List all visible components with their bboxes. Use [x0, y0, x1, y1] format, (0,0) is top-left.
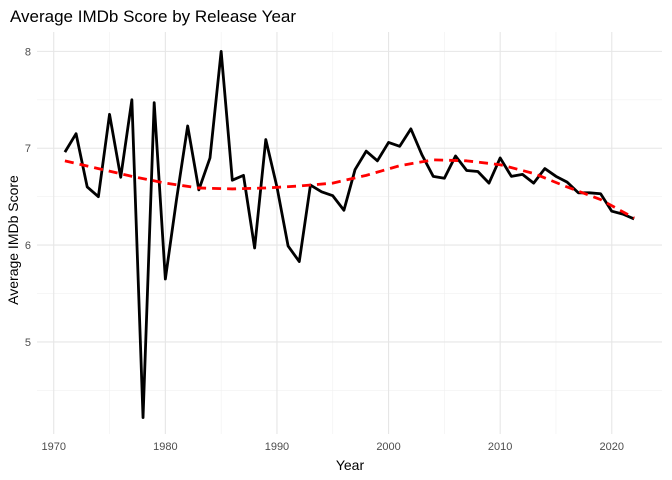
y-tick-label: 8 — [25, 46, 31, 58]
grid — [37, 32, 662, 434]
score-line-series — [63, 49, 635, 419]
y-axis-ticks: 5 6 7 8 — [25, 46, 31, 349]
x-axis-title: Year — [336, 457, 365, 473]
series-layer — [63, 49, 635, 419]
x-axis-ticks: 1970 1980 1990 2000 2010 2020 — [41, 441, 624, 453]
x-tick-label: 2000 — [376, 441, 400, 453]
chart-title: Average IMDb Score by Release Year — [10, 7, 296, 26]
y-tick-label: 7 — [25, 143, 31, 155]
x-tick-label: 1980 — [153, 441, 177, 453]
y-axis-title: Average IMDb Score — [5, 175, 21, 305]
y-tick-label: 6 — [25, 240, 31, 252]
x-tick-label: 1990 — [265, 441, 289, 453]
x-tick-label: 2010 — [488, 441, 512, 453]
y-tick-label: 5 — [25, 337, 31, 349]
x-tick-label: 2020 — [600, 441, 624, 453]
trend-line-series — [64, 158, 635, 220]
x-tick-label: 1970 — [41, 441, 65, 453]
